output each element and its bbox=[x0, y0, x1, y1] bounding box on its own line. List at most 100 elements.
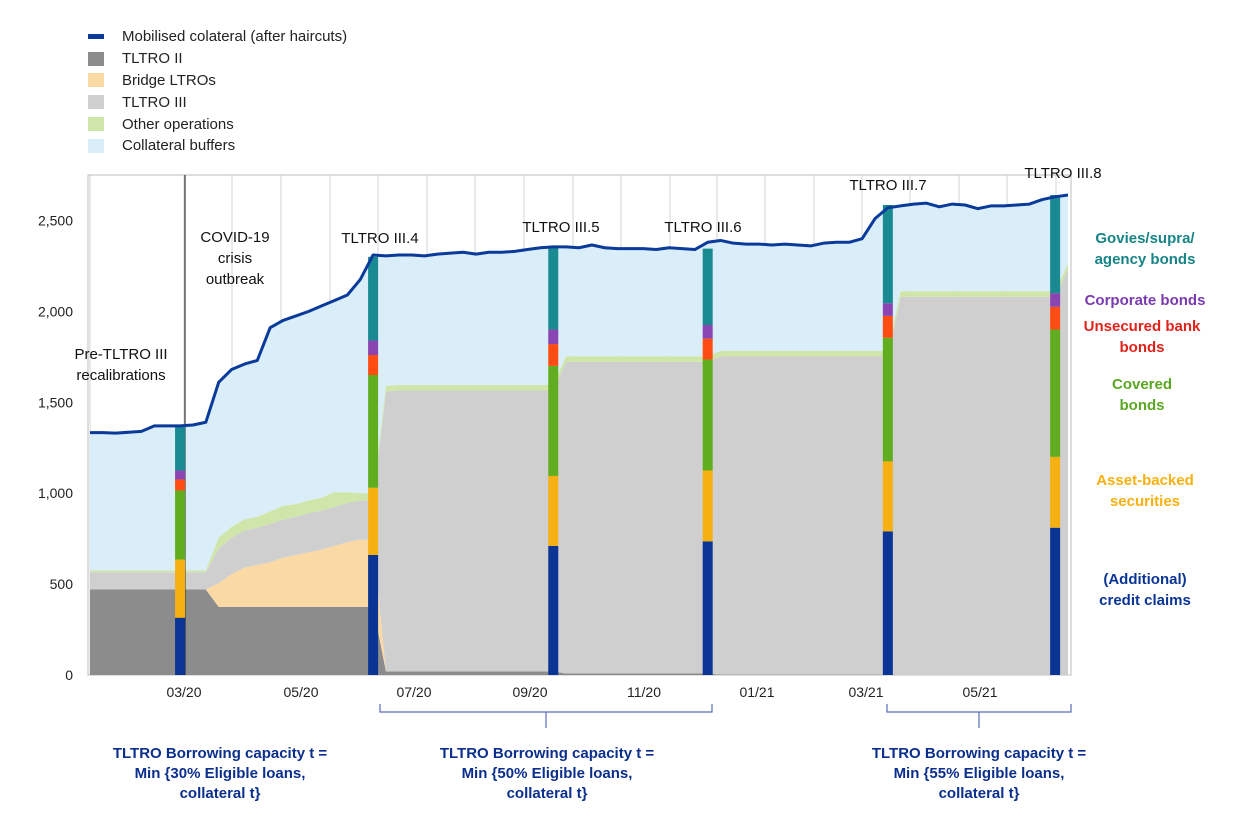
area-collateral-buffers bbox=[90, 195, 1068, 571]
breakdown-segment bbox=[368, 256, 379, 341]
collateral-type-label: agency bonds bbox=[1095, 251, 1196, 268]
breakdown-segment bbox=[175, 479, 186, 491]
breakdown-segment bbox=[368, 375, 379, 488]
legend-item: Bridge LTROs bbox=[88, 70, 347, 92]
event-annotation: TLTRO III.5 bbox=[522, 219, 599, 236]
breakdown-segment bbox=[548, 329, 559, 345]
x-tick-label: 11/20 bbox=[627, 684, 661, 700]
breakdown-segment bbox=[368, 555, 379, 675]
borrowing-capacity-note: Min {50% Eligible loans, bbox=[462, 765, 633, 782]
breakdown-segment bbox=[702, 359, 713, 471]
borrowing-capacity-note: collateral t} bbox=[507, 785, 588, 802]
legend-swatch bbox=[88, 34, 104, 40]
x-tick-label: 01/21 bbox=[739, 684, 774, 700]
breakdown-segment bbox=[882, 531, 893, 675]
event-annotation: outbreak bbox=[206, 271, 265, 288]
legend-item: Other operations bbox=[88, 113, 347, 135]
borrowing-capacity-note: collateral t} bbox=[939, 785, 1020, 802]
legend-label: Bridge LTROs bbox=[122, 71, 216, 89]
breakdown-segment bbox=[175, 425, 186, 471]
breakdown-segment bbox=[368, 487, 379, 555]
breakdown-segment bbox=[1050, 527, 1061, 675]
breakdown-segment bbox=[175, 470, 186, 480]
breakdown-segment bbox=[175, 490, 186, 560]
capacity-bracket bbox=[379, 704, 713, 728]
y-tick-label: 1,000 bbox=[38, 485, 73, 501]
borrowing-capacity-note: TLTRO Borrowing capacity t = bbox=[113, 745, 328, 762]
event-annotation: TLTRO III.6 bbox=[664, 219, 741, 236]
borrowing-capacity-note: Min {30% Eligible loans, bbox=[135, 765, 306, 782]
breakdown-segment bbox=[548, 245, 559, 330]
legend-item: TLTRO III bbox=[88, 91, 347, 113]
area-other-operations bbox=[90, 264, 1068, 573]
event-annotation: COVID-19 bbox=[200, 229, 269, 246]
legend-item: Mobilised colateral (after haircuts) bbox=[88, 26, 347, 48]
legend-item: Collateral buffers bbox=[88, 135, 347, 157]
borrowing-capacity-note: TLTRO Borrowing capacity t = bbox=[872, 745, 1087, 762]
event-annotation: TLTRO III.4 bbox=[341, 230, 418, 247]
legend-label: TLTRO II bbox=[122, 50, 183, 68]
breakdown-segment bbox=[882, 337, 893, 462]
breakdown-segment bbox=[1050, 195, 1061, 294]
collateral-type-label: bonds bbox=[1120, 339, 1165, 356]
event-annotation: Pre-TLTRO III bbox=[74, 346, 167, 363]
breakdown-segment bbox=[548, 344, 559, 366]
collateral-type-label: (Additional) bbox=[1103, 571, 1186, 588]
breakdown-segment bbox=[702, 248, 713, 325]
collateral-type-label: securities bbox=[1110, 493, 1180, 510]
breakdown-segment bbox=[702, 470, 713, 542]
event-annotation: crisis bbox=[218, 250, 252, 267]
area-tltro-iii bbox=[90, 269, 1068, 675]
y-tick-label: 500 bbox=[50, 576, 74, 592]
breakdown-segment bbox=[1050, 329, 1061, 457]
breakdown-segment bbox=[702, 325, 713, 339]
breakdown-segment bbox=[175, 617, 186, 675]
legend-swatch bbox=[88, 73, 104, 88]
collateral-type-label: bonds bbox=[1120, 397, 1165, 414]
x-tick-label: 03/20 bbox=[166, 684, 201, 700]
borrowing-capacity-note: TLTRO Borrowing capacity t = bbox=[440, 745, 655, 762]
event-annotation: TLTRO III.8 bbox=[1024, 165, 1101, 182]
y-tick-label: 0 bbox=[65, 667, 73, 683]
y-tick-label: 2,500 bbox=[38, 212, 73, 228]
x-tick-label: 03/21 bbox=[848, 684, 883, 700]
breakdown-segment bbox=[175, 559, 186, 618]
series-line-mobilised-collateral bbox=[90, 193, 1069, 435]
breakdown-segment bbox=[882, 461, 893, 532]
legend-label: Collateral buffers bbox=[122, 137, 236, 155]
x-tick-label: 05/20 bbox=[283, 684, 318, 700]
legend-label: Mobilised colateral (after haircuts) bbox=[122, 28, 348, 46]
breakdown-segment bbox=[548, 365, 559, 476]
area-tltro-ii bbox=[90, 589, 1068, 675]
breakdown-segment bbox=[368, 355, 379, 375]
area-bridge-ltros bbox=[90, 539, 1068, 675]
breakdown-segment bbox=[702, 338, 713, 360]
borrowing-capacity-note: collateral t} bbox=[180, 785, 261, 802]
collateral-type-label: Covered bbox=[1112, 376, 1172, 393]
x-tick-label: 05/21 bbox=[962, 684, 997, 700]
legend-swatch bbox=[88, 51, 104, 66]
breakdown-segment bbox=[548, 545, 559, 675]
x-tick-label: 07/20 bbox=[396, 684, 431, 700]
event-annotation: TLTRO III.7 bbox=[849, 177, 926, 194]
breakdown-segment bbox=[368, 340, 379, 355]
capacity-bracket bbox=[886, 704, 1072, 728]
collateral-type-label: Asset-backed bbox=[1096, 472, 1194, 489]
legend-label: TLTRO III bbox=[122, 93, 187, 111]
y-tick-label: 2,000 bbox=[38, 303, 73, 319]
legend-label: Other operations bbox=[122, 115, 234, 133]
legend-swatch bbox=[88, 117, 104, 132]
breakdown-segment bbox=[882, 315, 893, 338]
breakdown-segment bbox=[702, 541, 713, 675]
collateral-type-label: credit claims bbox=[1099, 592, 1191, 609]
breakdown-segment bbox=[882, 205, 893, 304]
breakdown-segment bbox=[1050, 293, 1061, 307]
event-annotation: recalibrations bbox=[76, 367, 165, 384]
legend-item: TLTRO II bbox=[88, 48, 347, 70]
legend-swatch bbox=[88, 138, 104, 153]
chart-legend: Mobilised colateral (after haircuts) TLTR… bbox=[88, 26, 347, 157]
breakdown-segment bbox=[1050, 306, 1061, 330]
borrowing-capacity-note: Min {55% Eligible loans, bbox=[894, 765, 1065, 782]
x-tick-label: 09/20 bbox=[512, 684, 547, 700]
